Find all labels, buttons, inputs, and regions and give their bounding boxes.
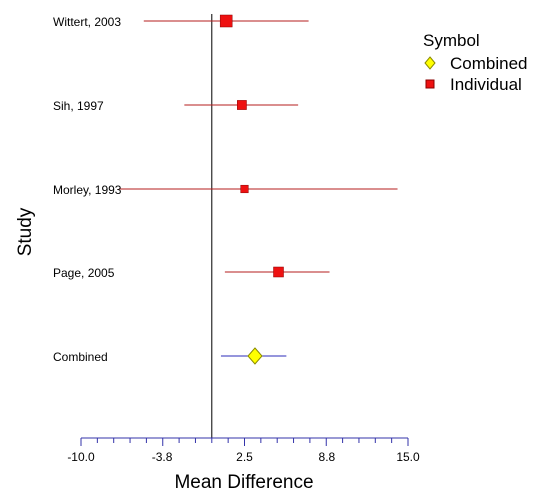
x-axis: -10.0 -3.8 2.5 8.8 15.0 (67, 437, 420, 464)
x-tick-label: 2.5 (236, 450, 253, 464)
study-row: Page, 2005 (53, 266, 330, 280)
y-axis-title: Study (15, 207, 36, 256)
study-square-marker (273, 266, 284, 278)
x-axis-ticks: -10.0 -3.8 2.5 8.8 15.0 (67, 438, 420, 464)
x-axis-title: Mean Difference (174, 472, 313, 493)
legend-title: Symbol (423, 31, 480, 50)
legend-individual-label: Individual (450, 75, 522, 94)
study-square-marker (240, 184, 249, 194)
combined-diamond-marker (247, 347, 263, 365)
study-label: Wittert, 2003 (53, 15, 121, 29)
legend-combined-marker (424, 56, 436, 70)
combined-row: Combined (53, 347, 287, 365)
x-tick-label: -10.0 (67, 450, 95, 464)
study-label: Page, 2005 (53, 266, 115, 280)
study-label: Sih, 1997 (53, 99, 104, 113)
study-row: Morley, 1993 (53, 183, 398, 197)
legend-individual-marker (425, 79, 435, 89)
study-square-marker (237, 100, 247, 110)
study-row: Sih, 1997 (53, 99, 299, 113)
study-label: Combined (53, 350, 108, 364)
study-square-marker (219, 14, 233, 28)
study-label: Morley, 1993 (53, 183, 122, 197)
x-tick-label: 8.8 (319, 450, 336, 464)
legend-combined-label: Combined (450, 54, 528, 73)
x-tick-label: -3.8 (152, 450, 173, 464)
study-row: Wittert, 2003 (53, 14, 309, 29)
x-tick-label: 15.0 (396, 450, 420, 464)
legend: Symbol Combined Individual (423, 31, 528, 94)
study-rows: Wittert, 2003 Sih, 1997 Morley, 1993 Page, … (53, 14, 398, 365)
